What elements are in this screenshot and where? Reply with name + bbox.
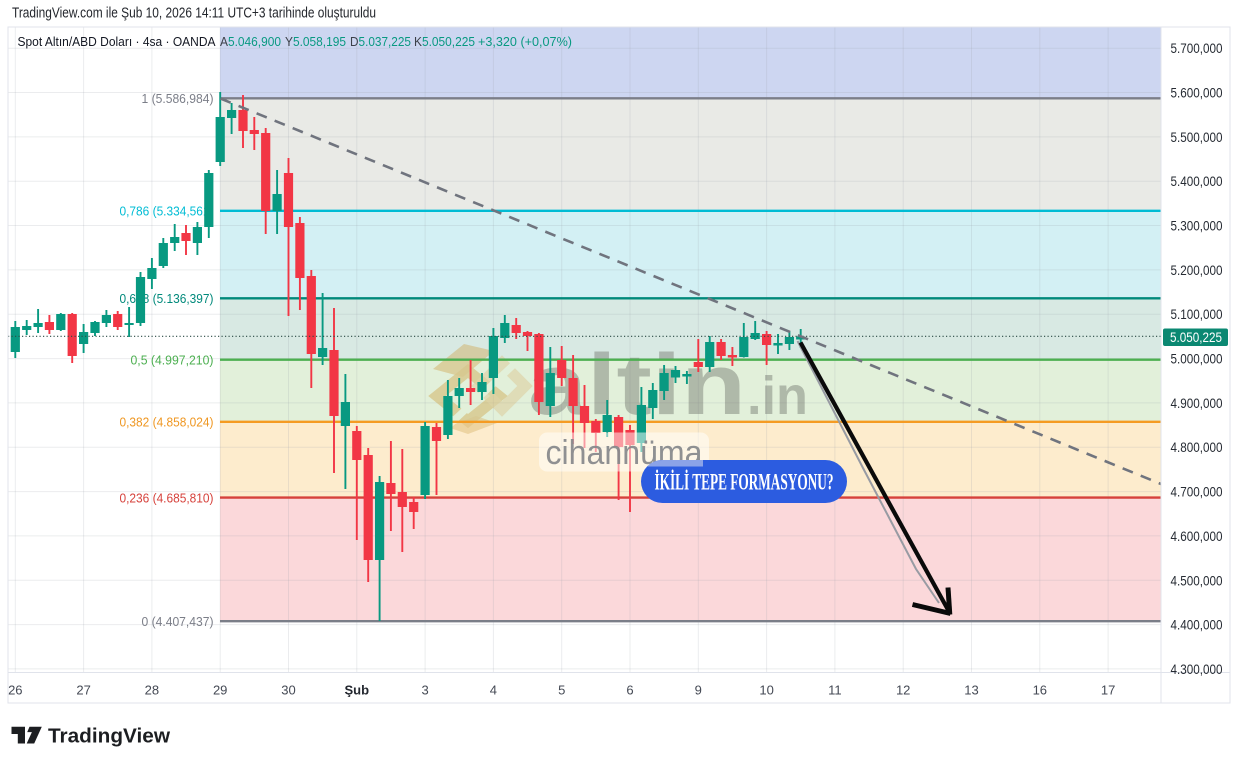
svg-text:5.700,000: 5.700,000 — [1171, 40, 1223, 56]
svg-text:+3,320 (+0,07%): +3,320 (+0,07%) — [478, 34, 572, 49]
svg-text:5.050,225: 5.050,225 — [1170, 329, 1222, 345]
svg-text:5.000,000: 5.000,000 — [1171, 351, 1223, 367]
svg-text:0,236 (4.685,810): 0,236 (4.685,810) — [120, 490, 214, 505]
svg-text:12: 12 — [896, 683, 910, 698]
svg-text:6: 6 — [626, 683, 633, 698]
svg-text:17: 17 — [1101, 683, 1115, 698]
svg-text:10: 10 — [759, 683, 773, 698]
svg-text:4.500,000: 4.500,000 — [1171, 572, 1223, 588]
svg-text:30: 30 — [281, 683, 295, 698]
svg-text:5.500,000: 5.500,000 — [1171, 129, 1223, 145]
svg-text:D5.037,225: D5.037,225 — [350, 34, 411, 49]
svg-text:4.400,000: 4.400,000 — [1171, 617, 1223, 633]
svg-text:Y5.058,195: Y5.058,195 — [285, 34, 346, 49]
svg-text:3: 3 — [421, 683, 428, 698]
svg-text:İKİLİ TEPE FORMASYONU?: İKİLİ TEPE FORMASYONU? — [655, 470, 834, 495]
svg-text:16: 16 — [1033, 683, 1047, 698]
svg-text:0 (4.407,437): 0 (4.407,437) — [142, 614, 214, 629]
svg-text:5.400,000: 5.400,000 — [1171, 173, 1223, 189]
svg-text:K5.050,225: K5.050,225 — [414, 34, 475, 49]
svg-text:4: 4 — [490, 683, 497, 698]
svg-text:A5.046,900: A5.046,900 — [220, 34, 281, 49]
svg-text:0,618 (5.136,397): 0,618 (5.136,397) — [120, 291, 214, 306]
svg-text:5.200,000: 5.200,000 — [1171, 262, 1223, 278]
svg-text:5.100,000: 5.100,000 — [1171, 306, 1223, 322]
svg-text:27: 27 — [76, 683, 90, 698]
svg-text:4.700,000: 4.700,000 — [1171, 484, 1223, 500]
svg-text:9: 9 — [695, 683, 702, 698]
svg-text:26: 26 — [8, 683, 22, 698]
svg-text:0,382 (4.858,024): 0,382 (4.858,024) — [120, 415, 214, 430]
svg-text:TradingView.com ile Şub 10, 20: TradingView.com ile Şub 10, 2026 14:11 U… — [12, 6, 376, 22]
svg-text:0,5 (4.997,210): 0,5 (4.997,210) — [131, 352, 214, 367]
svg-text:4.600,000: 4.600,000 — [1171, 528, 1223, 544]
svg-text:.in: .in — [747, 366, 808, 426]
svg-text:5: 5 — [558, 683, 565, 698]
svg-text:TradingView: TradingView — [48, 725, 170, 748]
svg-text:4.300,000: 4.300,000 — [1171, 661, 1223, 677]
svg-text:1 (5.586,984): 1 (5.586,984) — [142, 91, 214, 106]
svg-text:4.800,000: 4.800,000 — [1171, 439, 1223, 455]
svg-text:28: 28 — [145, 683, 159, 698]
svg-text:4.900,000: 4.900,000 — [1171, 395, 1223, 411]
svg-text:Spot Altın/ABD Doları · 4sa ·: Spot Altın/ABD Doları · 4sa · OANDA — [18, 34, 216, 49]
svg-text:13: 13 — [964, 683, 978, 698]
svg-text:5.600,000: 5.600,000 — [1171, 85, 1223, 101]
svg-text:11: 11 — [828, 683, 842, 698]
svg-text:0,786 (5.334,561): 0,786 (5.334,561) — [120, 204, 214, 219]
svg-text:5.300,000: 5.300,000 — [1171, 218, 1223, 234]
svg-text:Şub: Şub — [345, 683, 370, 698]
svg-text:29: 29 — [213, 683, 227, 698]
